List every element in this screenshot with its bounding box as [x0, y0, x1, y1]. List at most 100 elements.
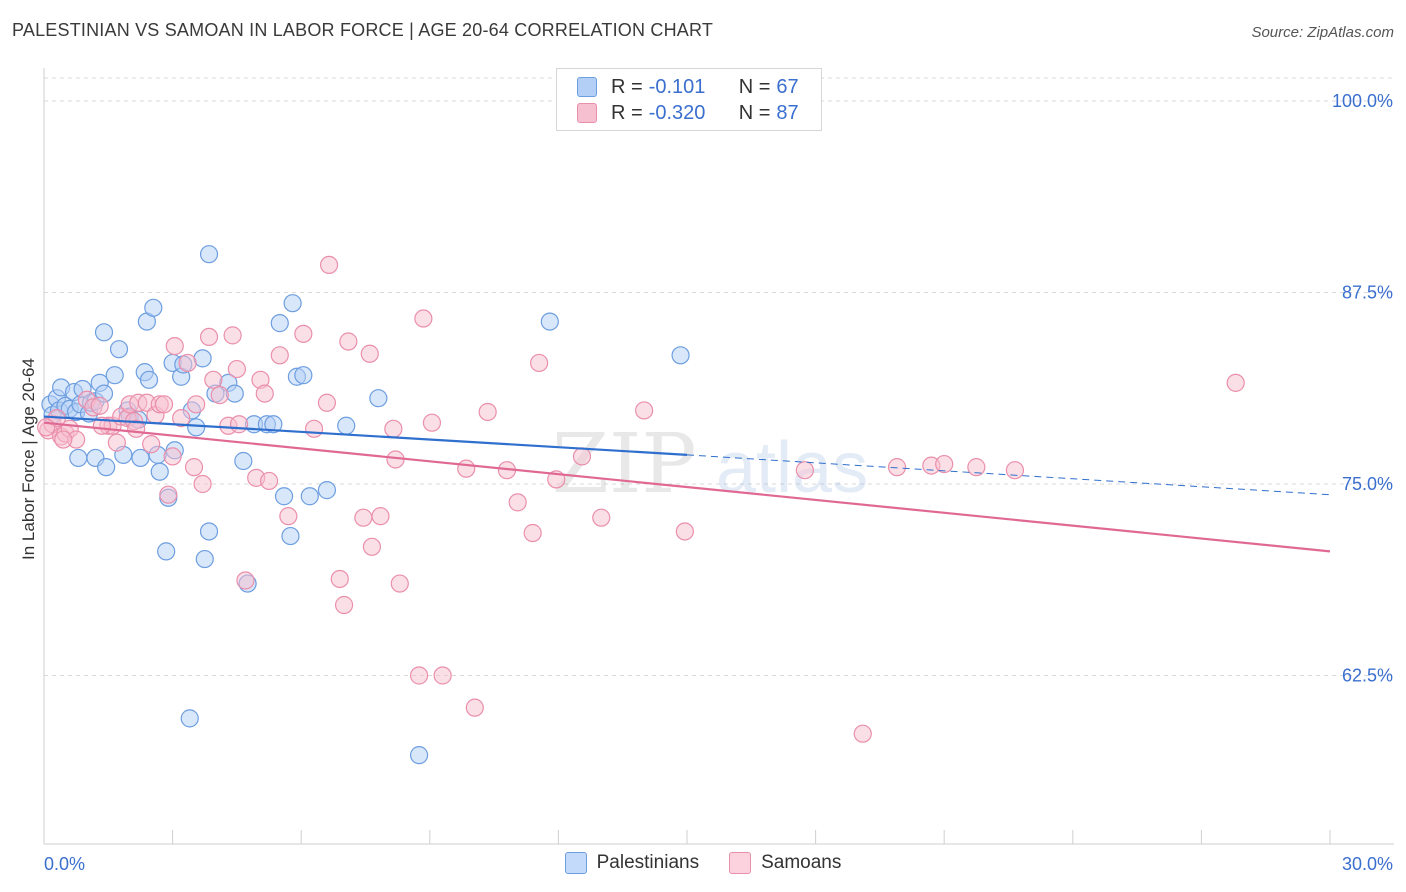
data-point — [229, 415, 249, 434]
data-point — [193, 474, 212, 494]
data-point — [94, 323, 114, 342]
data-point — [97, 458, 116, 477]
samoans-legend-swatch — [729, 852, 752, 874]
data-point — [390, 574, 409, 593]
legend-item-palestinians[interactable]: Palestinians — [564, 852, 700, 874]
stats-row-palestinians: R = -0.101 N = 67 — [577, 75, 799, 99]
n-value: 87 — [776, 101, 799, 124]
data-point — [255, 384, 274, 403]
data-point — [300, 487, 319, 506]
data-point — [795, 461, 814, 480]
data-point — [234, 451, 253, 471]
data-point — [369, 389, 388, 408]
trend-line-palestinians — [43, 415, 688, 456]
data-point — [530, 353, 549, 373]
data-point — [339, 332, 358, 351]
legend-label: Samoans — [761, 852, 842, 873]
r-label: R = — [611, 75, 643, 98]
data-point — [409, 666, 429, 685]
y-tick-label: 87.5% — [1342, 282, 1393, 302]
data-point — [457, 459, 476, 478]
data-point — [264, 415, 283, 434]
data-point — [37, 418, 56, 437]
data-point — [362, 537, 382, 556]
data-point — [199, 327, 219, 347]
data-point — [317, 393, 337, 412]
data-point — [193, 349, 212, 368]
x-tick-label: 30.0% — [1342, 854, 1393, 874]
data-point — [414, 309, 433, 328]
chart-title: PALESTINIAN VS SAMOAN IN LABOR FORCE | A… — [12, 20, 714, 40]
data-point — [223, 326, 242, 345]
data-point — [592, 508, 611, 527]
data-point — [523, 523, 542, 543]
data-point — [409, 746, 429, 765]
data-point — [157, 542, 176, 561]
legend-label: Palestinians — [596, 852, 700, 873]
data-point — [54, 430, 73, 449]
data-point — [384, 419, 403, 438]
data-point — [187, 418, 206, 437]
data-point — [422, 413, 442, 432]
data-point — [508, 493, 527, 512]
data-point — [259, 471, 279, 491]
data-point — [274, 487, 294, 506]
data-point — [371, 507, 390, 526]
data-point — [887, 458, 907, 477]
data-point — [159, 485, 178, 504]
data-point — [294, 324, 313, 343]
legend-item-samoans[interactable]: Samoans — [729, 852, 841, 874]
data-point — [184, 458, 204, 477]
data-point — [1005, 461, 1025, 480]
data-point — [635, 401, 654, 420]
palestinians-legend-swatch — [564, 852, 587, 874]
data-point — [935, 454, 954, 474]
data-point — [180, 709, 199, 728]
data-point — [163, 447, 182, 466]
x-tick-label: 0.0% — [44, 854, 85, 874]
trend-line-samoans — [43, 421, 1331, 553]
watermark-atlas: atlas — [716, 428, 868, 508]
data-point — [195, 549, 214, 569]
trend-lines — [43, 415, 1331, 553]
data-point — [144, 298, 163, 317]
data-point — [225, 384, 244, 403]
series-samoans-points — [37, 255, 1245, 743]
data-point — [967, 458, 986, 477]
data-point — [236, 571, 255, 590]
data-point — [227, 359, 246, 379]
r-value: -0.101 — [648, 75, 706, 98]
data-point — [360, 344, 379, 363]
data-point — [172, 409, 191, 428]
data-point — [90, 396, 109, 415]
data-point — [283, 294, 302, 313]
data-point — [319, 255, 339, 275]
data-point — [270, 346, 289, 365]
data-point — [210, 386, 229, 405]
data-point — [178, 353, 197, 373]
data-point — [131, 448, 150, 468]
data-point — [279, 507, 298, 526]
data-point — [1226, 373, 1245, 392]
data-point — [139, 370, 159, 389]
data-point — [109, 340, 129, 359]
data-point — [572, 447, 592, 466]
palestinians-swatch — [577, 77, 597, 97]
data-point — [105, 366, 124, 385]
data-point — [165, 337, 184, 356]
n-label: N = — [738, 101, 771, 124]
y-tick-label: 100.0% — [1332, 91, 1393, 111]
data-point — [270, 314, 289, 333]
data-point — [187, 395, 206, 414]
data-point — [294, 366, 313, 385]
data-point — [199, 245, 219, 264]
n-label: N = — [738, 75, 771, 98]
stats-legend: R = -0.101 N = 67 R = -0.320 N = 87 — [556, 68, 822, 131]
source-label: Source: ZipAtlas.com — [1251, 24, 1394, 41]
n-value: 67 — [776, 75, 799, 98]
data-point — [354, 508, 373, 527]
data-point — [853, 724, 872, 743]
data-point — [154, 395, 174, 414]
data-point — [142, 435, 161, 454]
